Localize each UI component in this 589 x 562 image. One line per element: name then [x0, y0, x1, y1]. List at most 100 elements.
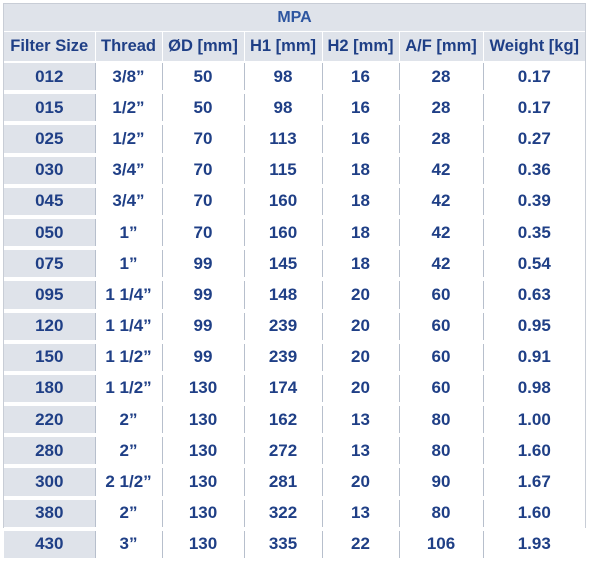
filter-size-cell: 030 — [4, 154, 96, 188]
af-cell: 42 — [399, 185, 484, 219]
column-header-weight: Weight [kg] — [483, 31, 586, 63]
column-header-thread: Thread — [95, 31, 163, 63]
h1-cell: 98 — [244, 92, 323, 126]
table-row: 180 1 1/2” 130 174 20 60 0.98 — [4, 372, 586, 407]
filter-size-cell: 045 — [4, 185, 96, 219]
diameter-cell: 130 — [162, 466, 245, 500]
af-cell: 28 — [399, 123, 484, 157]
spec-table-panel: MPA Filter Size Thread ØD [mm] H1 [mm] H… — [3, 3, 586, 562]
diameter-cell: 130 — [162, 372, 245, 407]
af-cell: 28 — [399, 92, 484, 126]
diameter-cell: 70 — [162, 154, 245, 188]
weight-cell: 0.17 — [483, 92, 586, 126]
mpa-spec-table: MPA Filter Size Thread ØD [mm] H1 [mm] H… — [4, 4, 586, 562]
table-row: 380 2” 130 322 13 80 1.60 — [4, 497, 586, 531]
h2-cell: 18 — [322, 216, 400, 251]
af-cell: 28 — [399, 62, 484, 95]
table-title: MPA — [4, 4, 586, 32]
diameter-cell: 99 — [162, 341, 245, 375]
table-row: 025 1/2” 70 113 16 28 0.27 — [4, 123, 586, 157]
filter-size-cell: 012 — [4, 62, 96, 95]
weight-cell: 0.95 — [483, 310, 586, 344]
h1-cell: 174 — [244, 372, 323, 407]
table-row: 095 1 1/4” 99 148 20 60 0.63 — [4, 279, 586, 313]
thread-cell: 1” — [95, 216, 163, 251]
table-row: 050 1” 70 160 18 42 0.35 — [4, 216, 586, 251]
filter-size-cell: 075 — [4, 248, 96, 282]
filter-size-cell: 025 — [4, 123, 96, 157]
weight-cell: 0.98 — [483, 372, 586, 407]
weight-cell: 0.35 — [483, 216, 586, 251]
h2-cell: 22 — [322, 528, 400, 562]
h1-cell: 272 — [244, 435, 323, 469]
weight-cell: 0.36 — [483, 154, 586, 188]
h1-cell: 113 — [244, 123, 323, 157]
thread-cell: 2” — [95, 497, 163, 531]
filter-size-cell: 120 — [4, 310, 96, 344]
filter-size-cell: 280 — [4, 435, 96, 469]
column-header-h1: H1 [mm] — [244, 31, 323, 63]
filter-size-cell: 430 — [4, 528, 96, 562]
diameter-cell: 70 — [162, 216, 245, 251]
h1-cell: 239 — [244, 341, 323, 375]
h1-cell: 98 — [244, 62, 323, 95]
weight-cell: 0.17 — [483, 62, 586, 95]
filter-size-cell: 150 — [4, 341, 96, 375]
thread-cell: 1 1/4” — [95, 279, 163, 313]
column-header-h2: H2 [mm] — [322, 31, 400, 63]
table-row: 045 3/4” 70 160 18 42 0.39 — [4, 185, 586, 219]
diameter-cell: 99 — [162, 279, 245, 313]
h2-cell: 20 — [322, 372, 400, 407]
af-cell: 42 — [399, 216, 484, 251]
h2-cell: 20 — [322, 466, 400, 500]
diameter-cell: 99 — [162, 310, 245, 344]
h2-cell: 16 — [322, 92, 400, 126]
h2-cell: 20 — [322, 279, 400, 313]
filter-size-cell: 050 — [4, 216, 96, 251]
h2-cell: 20 — [322, 341, 400, 375]
h2-cell: 13 — [322, 497, 400, 531]
thread-cell: 3/4” — [95, 154, 163, 188]
h2-cell: 18 — [322, 154, 400, 188]
h2-cell: 18 — [322, 185, 400, 219]
h1-cell: 335 — [244, 528, 323, 562]
af-cell: 60 — [399, 372, 484, 407]
diameter-cell: 50 — [162, 92, 245, 126]
column-header-filter-size: Filter Size — [4, 31, 96, 63]
thread-cell: 1/2” — [95, 123, 163, 157]
filter-size-cell: 015 — [4, 92, 96, 126]
weight-cell: 0.39 — [483, 185, 586, 219]
table-row: 075 1” 99 145 18 42 0.54 — [4, 248, 586, 282]
table-row: 300 2 1/2” 130 281 20 90 1.67 — [4, 466, 586, 500]
thread-cell: 1/2” — [95, 92, 163, 126]
weight-cell: 1.60 — [483, 435, 586, 469]
af-cell: 42 — [399, 248, 484, 282]
h2-cell: 16 — [322, 62, 400, 95]
table-row: 120 1 1/4” 99 239 20 60 0.95 — [4, 310, 586, 344]
filter-size-cell: 380 — [4, 497, 96, 531]
diameter-cell: 99 — [162, 248, 245, 282]
table-row: 030 3/4” 70 115 18 42 0.36 — [4, 154, 586, 188]
weight-cell: 0.91 — [483, 341, 586, 375]
thread-cell: 1 1/4” — [95, 310, 163, 344]
thread-cell: 2” — [95, 404, 163, 438]
thread-cell: 3/4” — [95, 185, 163, 219]
filter-size-cell: 095 — [4, 279, 96, 313]
weight-cell: 1.60 — [483, 497, 586, 531]
table-row: 015 1/2” 50 98 16 28 0.17 — [4, 92, 586, 126]
weight-cell: 0.54 — [483, 248, 586, 282]
h1-cell: 162 — [244, 404, 323, 438]
weight-cell: 1.67 — [483, 466, 586, 500]
table-row: 220 2” 130 162 13 80 1.00 — [4, 404, 586, 438]
diameter-cell: 130 — [162, 404, 245, 438]
thread-cell: 1 1/2” — [95, 372, 163, 407]
table-row: 150 1 1/2” 99 239 20 60 0.91 — [4, 341, 586, 375]
thread-cell: 2” — [95, 435, 163, 469]
weight-cell: 0.63 — [483, 279, 586, 313]
thread-cell: 3” — [95, 528, 163, 562]
af-cell: 60 — [399, 279, 484, 313]
weight-cell: 1.93 — [483, 528, 586, 562]
h1-cell: 148 — [244, 279, 323, 313]
weight-cell: 0.27 — [483, 123, 586, 157]
af-cell: 60 — [399, 310, 484, 344]
